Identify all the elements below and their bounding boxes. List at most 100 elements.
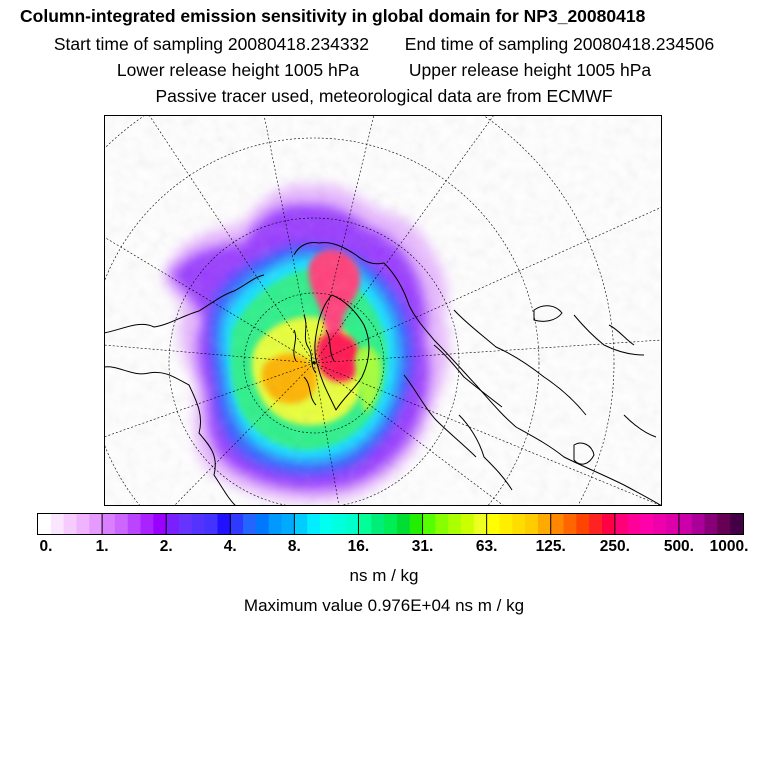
end-time-text: End time of sampling 20080418.234506 (404, 34, 715, 54)
upper-release-text: Upper release height 1005 hPa (408, 60, 652, 80)
coastline-iceland (533, 305, 563, 322)
colorbar-swatch (422, 514, 436, 534)
coastline-baffin (403, 374, 477, 458)
colorbar-swatch (50, 514, 65, 534)
colorbar-swatch (358, 514, 372, 534)
latitude-circle-50 (104, 115, 615, 506)
field-texture (104, 115, 662, 506)
meridian (313, 206, 662, 364)
colorbar-swatch (102, 514, 116, 534)
colorbar-tick-label: 1. (95, 538, 109, 555)
colorbar-swatch (127, 514, 142, 534)
meridian (104, 362, 315, 438)
colorbar-swatch (396, 514, 411, 534)
colorbar-frame (37, 513, 744, 535)
colorbar-swatch (563, 514, 577, 534)
colorbar-swatch (281, 514, 295, 534)
colorbar-swatch (486, 514, 501, 534)
colorbar-swatch (602, 514, 616, 534)
lower-release-text: Lower release height 1005 hPa (116, 60, 360, 80)
sensitivity-field (104, 115, 662, 506)
coastline-labrador (573, 314, 645, 356)
meridian (148, 115, 315, 364)
coastline-med (608, 324, 657, 438)
colorbar-swatch (550, 514, 565, 534)
colorbar-swatch (217, 514, 231, 534)
colorbar-swatch (704, 514, 718, 534)
colorbar-swatch (204, 514, 219, 534)
coastline-alaska (293, 242, 385, 265)
polar-map (104, 115, 662, 506)
colorbar-swatch (576, 514, 590, 534)
coastline-east-canada (453, 309, 587, 416)
coastline-greenland (314, 294, 370, 411)
colorbar-swatch (320, 514, 334, 534)
colorbar-swatch (255, 514, 270, 534)
colorbar-swatch (409, 514, 424, 534)
colorbar-swatch (525, 514, 539, 534)
colorbar-swatch (461, 514, 475, 534)
colorbar-swatch (512, 514, 526, 534)
coastline-north-america (383, 262, 662, 506)
colorbar-swatch (448, 514, 462, 534)
colorbar-swatch (717, 514, 731, 534)
units-label: ns m / kg (349, 566, 419, 585)
coastline-hudson-bay (433, 344, 503, 408)
colorbar-swatch (114, 514, 129, 534)
colorbar-swatch (653, 514, 667, 534)
colorbar-swatch (140, 514, 154, 534)
map-title: Column-integrated emission sensitivity i… (20, 6, 646, 26)
colorbar-tick-label: 4. (223, 538, 237, 555)
colorbar-tick-labels: 0. 1. 2. 4. 8. 16. 31. 63. 125. 250. 500. 1000. (0, 538, 768, 558)
colorbar-tick-label: 125. (535, 538, 566, 555)
colorbar-tick-label: 8. (287, 538, 301, 555)
colorbar-swatch (243, 514, 257, 534)
meridian (104, 236, 315, 364)
latitude-circle-70 (168, 217, 460, 506)
graticule (104, 115, 662, 506)
colorbar-swatch (614, 514, 629, 534)
colorbar-swatch (371, 514, 385, 534)
colorbar-swatch (666, 514, 680, 534)
colorbar-swatch (435, 514, 449, 534)
colorbar-swatch (627, 514, 642, 534)
colorbar-swatch (153, 514, 167, 534)
colorbar-swatch (332, 514, 347, 534)
colorbar-tick-label: 16. (347, 538, 370, 555)
colorbar-swatch (730, 514, 744, 534)
polar-stereographic-map (104, 115, 662, 506)
colorbar-tick-label: 31. (411, 538, 434, 555)
colorbar-tick-label: 63. (475, 538, 498, 555)
colorbar-swatch (678, 514, 693, 534)
colorbar-swatch (63, 514, 78, 534)
colorbar (37, 513, 744, 535)
colorbar-tick-label: 1000. (709, 538, 749, 555)
meridian (173, 362, 315, 506)
colorbar-swatch (640, 514, 654, 534)
colorbar-swatch (589, 514, 603, 534)
meridian (313, 362, 340, 506)
colorbar-swatch (230, 514, 244, 534)
colorbar-swatch (191, 514, 206, 534)
colorbar-swatch (166, 514, 180, 534)
colorbar-tick-label: 0. (39, 538, 53, 555)
coastline-europe (104, 366, 237, 506)
maximum-value-text: Maximum value 0.976E+04 ns m / kg (243, 596, 525, 615)
colorbar-swatch (294, 514, 308, 534)
colorbar-swatch (179, 514, 193, 534)
colorbar-swatch (499, 514, 513, 534)
colorbar-swatch (384, 514, 398, 534)
meridian (313, 362, 662, 506)
start-time-text: Start time of sampling 20080418.234332 (53, 34, 370, 54)
colorbar-swatch (473, 514, 488, 534)
colorbar-swatch (76, 514, 90, 534)
colorbar-tick-label: 500. (663, 538, 694, 555)
tracer-note: Passive tracer used, meteorological data… (155, 86, 613, 106)
colorbar-swatch (537, 514, 552, 534)
colorbar-swatch (691, 514, 706, 534)
colorbar-swatch (345, 514, 360, 534)
colorbar-swatch (38, 514, 52, 534)
coastline-scandinavia (458, 414, 513, 491)
colorbar-swatch (307, 514, 321, 534)
colorbar-swatch (89, 514, 103, 534)
